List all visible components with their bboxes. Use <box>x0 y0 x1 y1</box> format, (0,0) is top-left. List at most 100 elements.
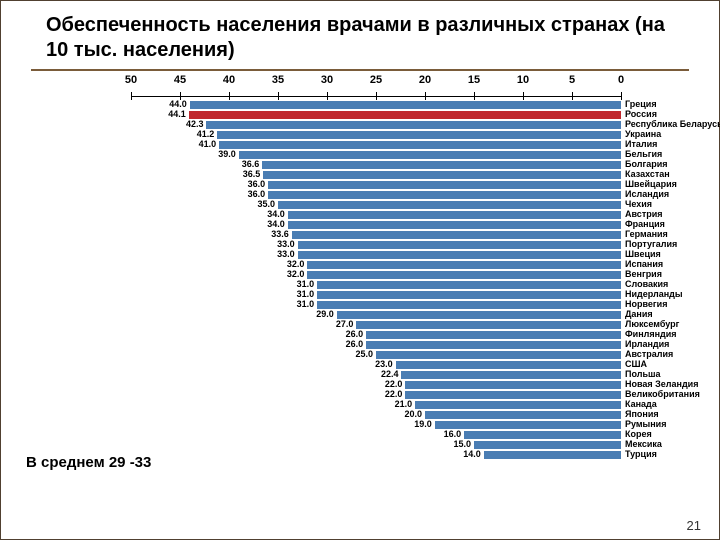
page-number: 21 <box>687 518 701 533</box>
x-tick-label: 50 <box>125 74 137 86</box>
bar-value-label: 23.0 <box>375 359 393 369</box>
bar-value-label: 44.0 <box>169 99 187 109</box>
bar <box>307 261 621 269</box>
bar <box>376 351 621 359</box>
bar-row: 33.0Португалия <box>131 240 621 250</box>
x-tick-mark <box>621 92 622 100</box>
country-label: Канада <box>625 399 657 409</box>
x-tick-label: 5 <box>569 74 575 86</box>
country-label: Великобритания <box>625 389 700 399</box>
country-label: Румыния <box>625 419 666 429</box>
bar <box>484 451 621 459</box>
bar-row: 27.0Люксембург <box>131 320 621 330</box>
bar-row: 26.0Финляндия <box>131 330 621 340</box>
bar-value-label: 32.0 <box>287 259 305 269</box>
country-label: Италия <box>625 139 657 149</box>
bar <box>415 401 621 409</box>
country-label: Республика Беларусь <box>625 119 720 129</box>
bar-value-label: 21.0 <box>395 399 413 409</box>
bar-row: 32.0Испания <box>131 260 621 270</box>
bar-value-label: 33.0 <box>277 239 295 249</box>
country-label: Ирландия <box>625 339 669 349</box>
country-label: Чехия <box>625 199 652 209</box>
bar <box>190 101 621 109</box>
country-label: Бельгия <box>625 149 662 159</box>
bar-highlight <box>189 111 621 119</box>
bar-row: 14.0Турция <box>131 450 621 460</box>
x-tick-mark <box>523 92 524 100</box>
bar-value-label: 42.3 <box>186 119 204 129</box>
bar-value-label: 31.0 <box>297 279 315 289</box>
country-label: Швейцария <box>625 179 677 189</box>
bar-row: 22.0Новая Зеландия <box>131 380 621 390</box>
country-label: Дания <box>625 309 653 319</box>
bar-value-label: 34.0 <box>267 209 285 219</box>
bar-row: 31.0Словакия <box>131 280 621 290</box>
bar-value-label: 29.0 <box>316 309 334 319</box>
bar-value-label: 41.0 <box>199 139 217 149</box>
country-label: Болгария <box>625 159 668 169</box>
x-tick-label: 0 <box>618 74 624 86</box>
x-tick-mark <box>278 92 279 100</box>
bar <box>405 381 621 389</box>
x-tick-label: 20 <box>419 74 431 86</box>
country-label: Польша <box>625 369 661 379</box>
bar-row: 36.5Казахстан <box>131 170 621 180</box>
bar <box>219 141 621 149</box>
bar-value-label: 26.0 <box>346 339 364 349</box>
bar-value-label: 36.0 <box>248 189 266 199</box>
country-label: Норвегия <box>625 299 667 309</box>
country-label: Россия <box>625 109 657 119</box>
bar <box>425 411 621 419</box>
bar-value-label: 41.2 <box>197 129 215 139</box>
country-label: Япония <box>625 409 659 419</box>
bar-row: 35.0Чехия <box>131 200 621 210</box>
bar <box>356 321 621 329</box>
bar-row: 23.0США <box>131 360 621 370</box>
bar-value-label: 34.0 <box>267 219 285 229</box>
country-label: Корея <box>625 429 652 439</box>
bar-value-label: 26.0 <box>346 329 364 339</box>
bar-row: 41.0Италия <box>131 140 621 150</box>
bar-row: 34.0Австрия <box>131 210 621 220</box>
bar-row: 20.0Япония <box>131 410 621 420</box>
bar <box>474 441 621 449</box>
bar-value-label: 22.0 <box>385 379 403 389</box>
doctors-bar-chart: 50454035302520151050 44.0Греция44.1Росси… <box>131 96 621 496</box>
bar-value-label: 27.0 <box>336 319 354 329</box>
x-tick-label: 30 <box>321 74 333 86</box>
bar <box>401 371 621 379</box>
x-tick-mark <box>131 92 132 100</box>
x-tick-label: 35 <box>272 74 284 86</box>
x-tick-mark <box>327 92 328 100</box>
bar-value-label: 16.0 <box>444 429 462 439</box>
country-label: США <box>625 359 647 369</box>
bar-value-label: 22.4 <box>381 369 399 379</box>
bar <box>298 251 621 259</box>
country-label: Португалия <box>625 239 677 249</box>
bar-row: 16.0Корея <box>131 430 621 440</box>
bar <box>337 311 621 319</box>
x-tick-mark <box>376 92 377 100</box>
bar-value-label: 31.0 <box>297 289 315 299</box>
bar <box>317 281 621 289</box>
bar <box>288 211 621 219</box>
bar-row: 36.0Швейцария <box>131 180 621 190</box>
country-label: Новая Зеландия <box>625 379 698 389</box>
x-tick-mark <box>474 92 475 100</box>
bar-row: 15.0Мексика <box>131 440 621 450</box>
bar-value-label: 25.0 <box>355 349 373 359</box>
bar-value-label: 19.0 <box>414 419 432 429</box>
country-label: Люксембург <box>625 319 679 329</box>
country-label: Финляндия <box>625 329 677 339</box>
x-tick-mark <box>425 92 426 100</box>
bar-row: 36.6Болгария <box>131 160 621 170</box>
bar-row: 22.4Польша <box>131 370 621 380</box>
bar-row: 36.0Исландия <box>131 190 621 200</box>
bar-row: 34.0Франция <box>131 220 621 230</box>
bar <box>317 291 621 299</box>
bar-value-label: 32.0 <box>287 269 305 279</box>
bar-row: 21.0Канада <box>131 400 621 410</box>
bar <box>292 231 621 239</box>
bar-value-label: 31.0 <box>297 299 315 309</box>
